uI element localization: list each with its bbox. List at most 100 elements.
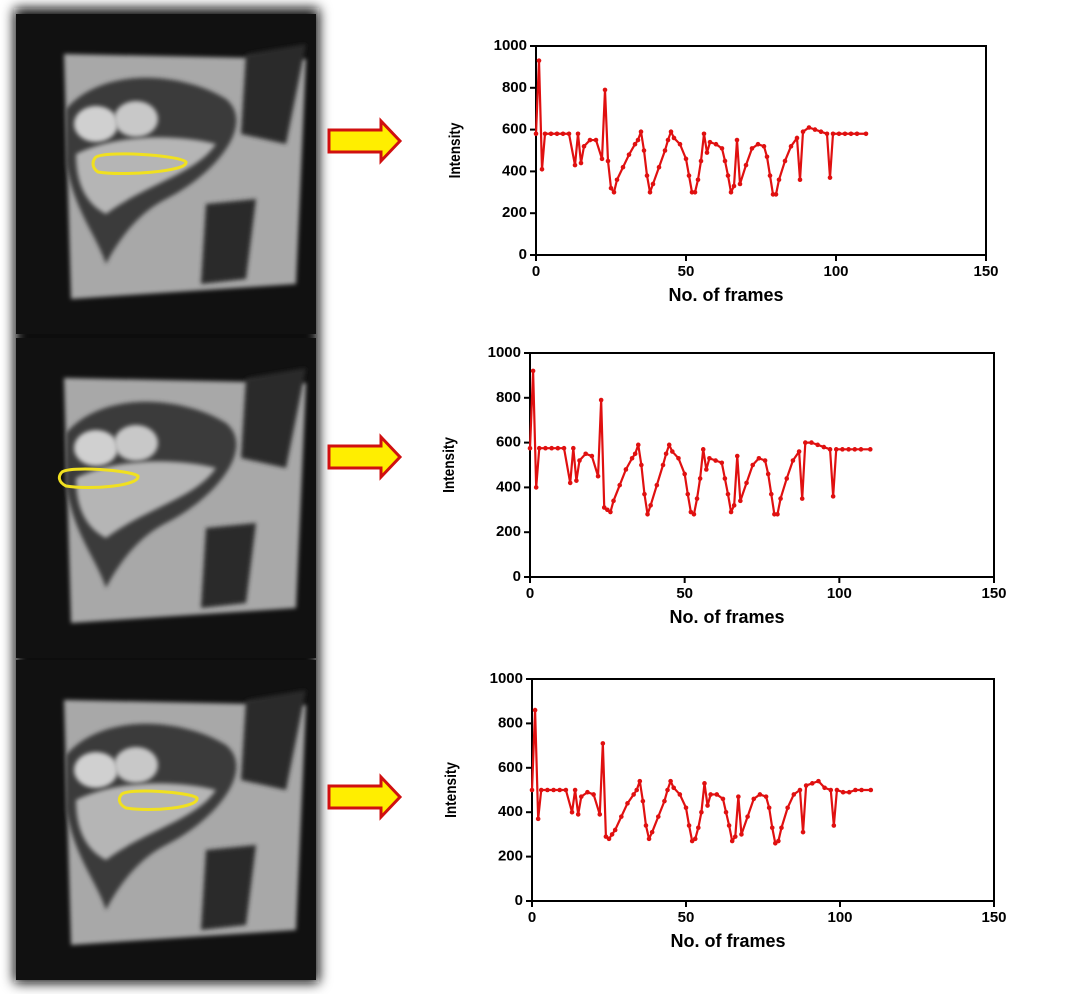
data-point [704, 150, 710, 155]
data-point [867, 447, 873, 452]
x-tick-label: 150 [973, 263, 998, 280]
x-axis-label: No. of frames [670, 931, 785, 951]
data-point [848, 131, 854, 137]
data-point [589, 453, 595, 459]
data-point [578, 794, 584, 799]
data-point [605, 158, 611, 164]
data-point [705, 803, 710, 808]
data-point [779, 825, 784, 831]
data-point [530, 368, 536, 374]
data-point [599, 156, 605, 162]
data-point [593, 137, 599, 143]
data-point [532, 707, 538, 713]
data-point [682, 471, 687, 477]
data-point [662, 798, 667, 804]
data-point [714, 792, 720, 797]
data-point [600, 741, 606, 746]
data-point [535, 816, 541, 822]
data-point [785, 805, 790, 811]
data-point [794, 135, 800, 141]
data-point [538, 787, 544, 793]
data-point [625, 801, 630, 806]
data-point [799, 496, 805, 501]
data-point [631, 792, 636, 797]
data-point [803, 440, 808, 445]
y-tick-label: 0 [519, 246, 527, 263]
data-point [729, 838, 735, 844]
data-point [563, 787, 569, 793]
data-point [686, 823, 692, 828]
data-point [750, 462, 756, 468]
data-point [619, 814, 624, 819]
data-point [743, 162, 749, 168]
data-point [620, 164, 626, 170]
data-point [649, 829, 655, 835]
data-point [669, 449, 675, 454]
data-point [732, 834, 738, 839]
data-point [646, 836, 652, 842]
data-point [656, 164, 662, 170]
y-tick-label: 600 [498, 759, 523, 776]
data-point [812, 127, 818, 132]
data-point [824, 131, 830, 137]
data-point [692, 836, 698, 842]
data-point [809, 781, 815, 786]
data-point [720, 796, 726, 802]
data-point [723, 809, 729, 815]
data-point [612, 827, 618, 833]
data-point [827, 175, 833, 180]
data-point [566, 131, 572, 137]
data-point [833, 447, 839, 452]
data-point [611, 498, 616, 504]
x-tick-label: 0 [532, 263, 540, 280]
data-point [707, 455, 712, 461]
data-point [561, 445, 567, 451]
data-point [583, 451, 588, 457]
y-tick-label: 600 [502, 121, 527, 138]
data-point [655, 814, 661, 819]
data-point [863, 131, 869, 137]
data-point [846, 447, 851, 452]
data-point [776, 838, 781, 844]
data-point [533, 131, 539, 137]
data-point [571, 445, 576, 451]
data-point [831, 823, 837, 828]
y-tick-label: 800 [496, 389, 521, 406]
data-point [701, 131, 707, 137]
data-point [728, 509, 734, 515]
y-tick-label: 400 [498, 803, 523, 820]
data-point [527, 445, 533, 451]
data-point [756, 455, 762, 461]
x-tick-label: 100 [827, 585, 852, 602]
data-point [543, 445, 548, 451]
x-tick-label: 50 [676, 585, 693, 602]
data-point [685, 491, 691, 497]
data-point [761, 144, 767, 149]
data-point [751, 796, 757, 802]
data-point [595, 473, 601, 479]
data-point [549, 445, 554, 451]
data-point [626, 152, 632, 157]
data-point [846, 789, 852, 795]
plot-frame [535, 45, 987, 256]
data-point [551, 787, 556, 793]
y-axis-label: Intensity [443, 761, 460, 818]
arrow [327, 433, 403, 481]
data-point [821, 444, 827, 450]
y-tick-label: 200 [502, 204, 527, 221]
y-tick-label: 200 [496, 523, 521, 540]
data-point [722, 476, 728, 481]
data-point [666, 442, 672, 448]
data-point [722, 158, 728, 164]
data-point [836, 131, 842, 137]
data-point [533, 485, 539, 490]
data-point [555, 445, 561, 451]
x-tick-label: 0 [526, 585, 534, 602]
data-point [726, 823, 732, 828]
roi-outline [57, 467, 140, 489]
data-point [567, 480, 573, 486]
data-point [854, 131, 860, 137]
data-point [815, 442, 820, 448]
data-point [575, 812, 581, 817]
y-tick-label: 1000 [494, 37, 527, 54]
